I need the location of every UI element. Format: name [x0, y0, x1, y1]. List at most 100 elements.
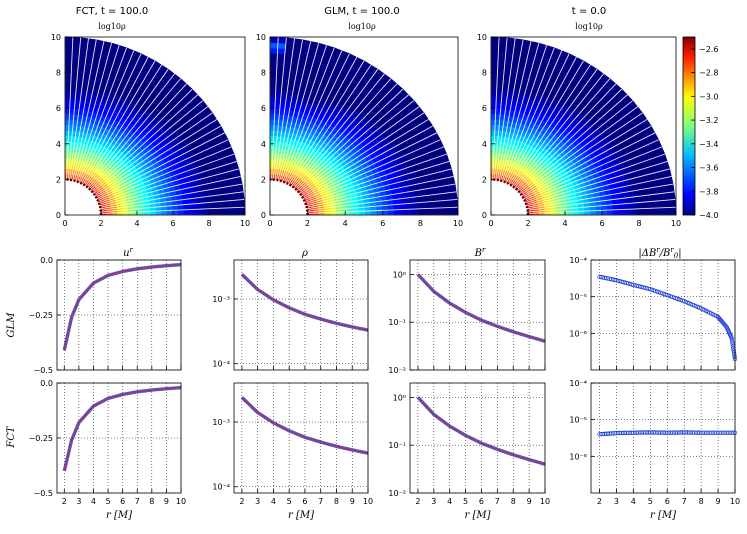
colorbar-ticks: −2.6 −2.8 −3.0 −3.2 −3.4 −3.6 −3.8 −4.0 — [691, 45, 718, 220]
field-line — [524, 139, 659, 201]
colorbar-tick-label: −3.0 — [699, 92, 718, 101]
field-line — [509, 60, 584, 185]
field-line — [306, 183, 456, 210]
field-line — [78, 50, 135, 183]
x-tick-label: 3 — [614, 497, 619, 506]
colorbar-tick-label: −3.6 — [699, 164, 718, 173]
field-line — [285, 53, 350, 183]
field-line — [283, 50, 343, 183]
colorbar-tick-label: −3.8 — [699, 187, 718, 196]
field-line — [66, 37, 74, 180]
x-tick-label: 4 — [447, 497, 452, 506]
field-line — [525, 146, 663, 202]
x-tick-label: 0 — [62, 219, 67, 228]
x-tick-label: 0 — [488, 219, 493, 228]
heatmap-subtitle-2: log10ρ — [348, 22, 376, 31]
x-tick-label: 6 — [170, 219, 175, 228]
field-line — [67, 37, 82, 180]
field-line — [100, 191, 244, 211]
x-tick-label: 8 — [511, 497, 516, 506]
field-line — [500, 42, 540, 181]
y-tick-label: 10⁻² — [388, 489, 406, 498]
line-panel-FCT-1: 0.0 −0.25 −0.5 2 3 4 5 6 7 8 9 10 r [M] — [28, 379, 186, 521]
x-tick-label: 8 — [206, 219, 211, 228]
field-line — [516, 88, 623, 191]
field-line — [307, 206, 458, 214]
field-line — [277, 41, 312, 181]
field-line — [522, 125, 652, 198]
x-axis-label: r [M] — [650, 510, 676, 521]
field-line — [272, 37, 287, 180]
field-line — [504, 50, 563, 183]
field-line — [298, 100, 415, 193]
y-tick-label: 0 — [56, 211, 61, 220]
field-line — [295, 83, 398, 190]
y-tick-label: 10⁻⁶ — [569, 452, 587, 461]
data-point — [729, 337, 735, 343]
field-line — [501, 45, 548, 182]
y-tick-label: 10⁻⁴ — [569, 379, 587, 388]
field-line — [521, 112, 643, 195]
field-line — [276, 39, 304, 181]
y-tick-label: 6 — [482, 104, 487, 113]
series-line — [63, 264, 182, 351]
field-line — [305, 161, 450, 205]
y-tick-label: 10 — [256, 33, 266, 42]
y-tick-label: 10⁻³ — [212, 418, 230, 427]
y-tick-label: 10⁻⁵ — [569, 416, 587, 425]
y-tick-label: 10⁰ — [393, 393, 406, 402]
y-tick-label: 10⁻⁴ — [212, 483, 230, 492]
x-tick-label: 8 — [334, 497, 339, 506]
colorbar-tick-label: −3.4 — [699, 140, 718, 149]
colorbar — [682, 36, 696, 216]
y-tick-label: 0 — [482, 211, 487, 220]
horizon-disc — [491, 179, 528, 215]
x-tick-label: 6 — [665, 497, 670, 506]
y-tick-label: 0.0 — [40, 379, 53, 388]
field-line — [88, 83, 187, 190]
x-tick-label: 7 — [318, 497, 323, 506]
field-line — [289, 64, 372, 186]
heatmap-frame — [490, 36, 677, 216]
x-tick-label: 2 — [305, 219, 310, 228]
field-line — [515, 83, 617, 190]
field-line — [69, 38, 89, 180]
y-tick-label: −0.5 — [34, 489, 53, 498]
x-tick-label: 3 — [431, 497, 436, 506]
field-line — [96, 132, 225, 199]
field-line — [514, 78, 611, 189]
y-tick-label: 8 — [482, 69, 487, 78]
x-tick-label: 6 — [120, 497, 125, 506]
x-tick-label: 10 — [363, 497, 373, 506]
data-point — [731, 348, 736, 353]
x-tick-label: 7 — [682, 497, 687, 506]
line-panel-GLM-1: 0.0 −0.25 −0.5 — [28, 256, 182, 375]
field-line — [100, 199, 245, 213]
field-line — [303, 132, 437, 199]
x-tick-label: 7 — [135, 497, 140, 506]
y-tick-label: −0.25 — [28, 434, 53, 443]
field-line — [306, 168, 452, 207]
field-line — [72, 41, 105, 181]
x-tick-label: 8 — [699, 497, 704, 506]
field-line — [521, 118, 648, 197]
field-line — [97, 139, 229, 201]
x-tick-label: 8 — [149, 497, 154, 506]
line-panel-GLM-2: 10⁻³ 10⁻⁴ — [212, 259, 369, 371]
field-line — [100, 183, 243, 210]
column-title-dbr: |ΔBr/Br0| — [638, 246, 681, 260]
x-tick-label: 10 — [176, 497, 186, 506]
x-axis-label: r [M] — [464, 510, 490, 521]
field-line — [519, 100, 634, 193]
series-line — [417, 274, 546, 342]
row-label-glm: GLM — [6, 312, 17, 338]
field-line — [98, 146, 232, 202]
y-tick-label: 10⁻² — [388, 366, 406, 375]
series-line — [63, 387, 182, 472]
colorbar-tick-label: −4.0 — [699, 211, 718, 220]
y-tick-label: 2 — [482, 175, 487, 184]
y-tick-label: 8 — [261, 69, 266, 78]
x-tick-label: 8 — [636, 219, 641, 228]
colorbar-tick-label: −3.2 — [699, 116, 718, 125]
line-panel-FCT-3: 10⁰ 10⁻¹ 10⁻² 2 3 4 5 6 7 8 9 10 r [M] — [388, 382, 550, 521]
